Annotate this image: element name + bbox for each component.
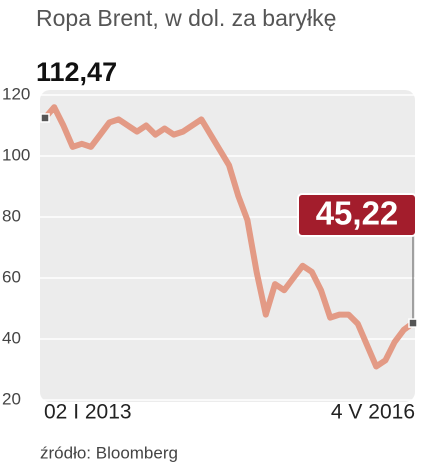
callout-box	[297, 193, 417, 237]
line	[42, 104, 415, 370]
source: źródło: Bloomberg	[40, 443, 178, 462]
y-tick-label: 20	[2, 389, 21, 408]
y-tick-label: 100	[2, 145, 30, 164]
x-tick-label: 4 V 2016	[331, 401, 415, 424]
point-marker	[40, 113, 50, 123]
x-tick-label: 02 I 2013	[44, 401, 132, 424]
point-marker	[408, 318, 418, 328]
value-label: 45,22	[316, 195, 399, 232]
plot-area	[40, 90, 415, 402]
chart-title: Ropa Brent, w dol. za baryłkę	[36, 5, 336, 31]
value-label: 112,47	[36, 57, 117, 87]
y-tick-label: 80	[2, 206, 21, 225]
y-tick-label: 40	[2, 328, 21, 347]
y-tick-label: 120	[2, 84, 30, 103]
y-tick-label: 60	[2, 267, 21, 286]
